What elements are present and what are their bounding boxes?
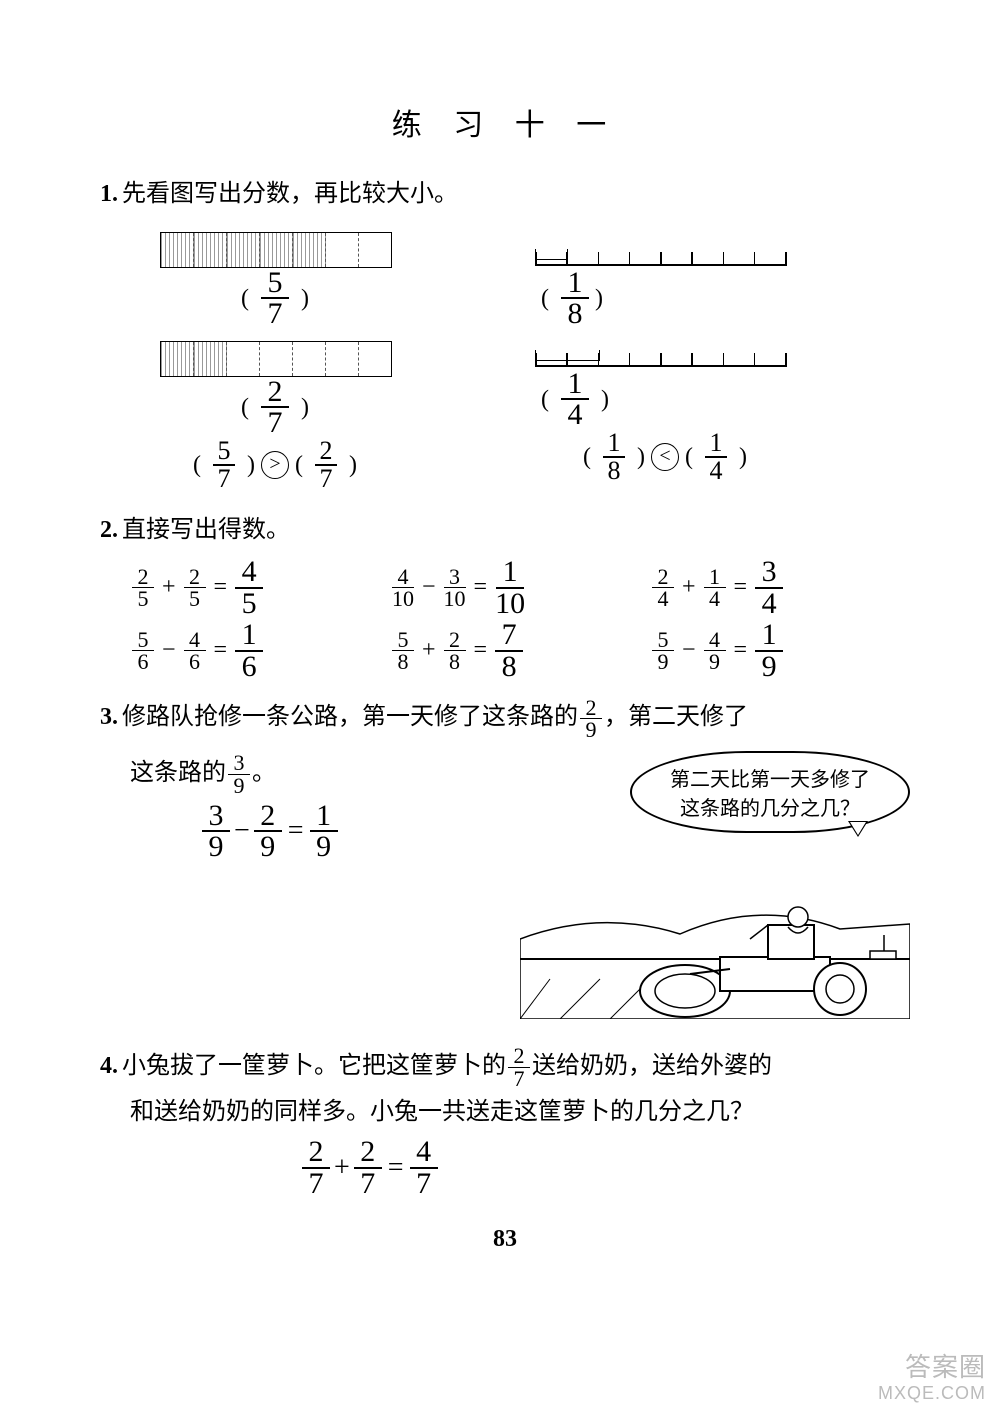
- q3-frac-2-9: 29: [580, 698, 602, 741]
- operand-a: 25: [132, 567, 154, 610]
- speech-bubble: 第二天比第一天多修了 这条路的几分之几？: [630, 751, 910, 833]
- page-title: 练 习 十 一: [100, 100, 910, 144]
- q4-answer: 27 + 27 = 47: [300, 1139, 910, 1196]
- question-3: 3.修路队抢修一条公路，第一天修了这条路的29，第二天修了: [100, 695, 910, 741]
- equals: =: [734, 637, 748, 664]
- operator: −: [682, 637, 696, 664]
- answer: 78: [495, 622, 523, 679]
- cmp-right-2-7: 27: [315, 440, 337, 490]
- cmp-left-1-8: 18: [603, 432, 625, 482]
- frac-1-8: 18: [561, 270, 589, 327]
- question-4: 4.小兔拔了一筐萝卜。它把这筐萝卜的27送给奶奶，送给外婆的: [100, 1044, 910, 1090]
- roadroller-illustration: [520, 839, 910, 1019]
- cmp-right-1-4: 14: [705, 432, 727, 482]
- frac-1-4: 14: [561, 371, 589, 428]
- answer: 45: [235, 559, 263, 616]
- q3-right: 第二天比第一天多修了 这条路的几分之几？: [520, 751, 910, 1024]
- q4-text-a: 小兔拔了一筐萝卜。它把这筐萝卜的: [122, 1053, 506, 1079]
- operator: −: [162, 637, 176, 664]
- operand-b: 46: [184, 630, 206, 673]
- frac-2-7: 27: [261, 379, 289, 436]
- bar-2-7: [160, 341, 392, 377]
- q3-number: 3.: [100, 704, 118, 730]
- bar-5-7: [160, 232, 392, 268]
- eq-cell: 58 +28 = 78: [390, 622, 650, 679]
- numberline-8: [535, 246, 785, 268]
- q1-number: 1.: [100, 181, 118, 207]
- eq-cell: 59−49 = 19: [650, 622, 910, 679]
- operand-b: 310: [444, 567, 466, 610]
- q2-text: 直接写出得数。: [122, 517, 290, 543]
- operand-b: 49: [704, 630, 726, 673]
- q3-text-b: ，第二天修了: [604, 704, 748, 730]
- frac-5-7: 57: [261, 270, 289, 327]
- q3-answer: 39 − 29 = 19: [200, 803, 520, 860]
- q2-number: 2.: [100, 517, 118, 543]
- equals: =: [474, 574, 488, 601]
- operand-b: 28: [444, 630, 466, 673]
- q4-text-b: 送给奶奶，送给外婆的: [532, 1053, 772, 1079]
- answer: 34: [755, 559, 783, 616]
- operand-a: 410: [392, 567, 414, 610]
- page-number: 83: [100, 1226, 910, 1253]
- speech-line1: 第二天比第一天多修了: [650, 763, 890, 792]
- q3-text-c: 这条路的: [130, 760, 226, 786]
- operand-a: 56: [132, 630, 154, 673]
- q4-frac-2-7: 27: [508, 1046, 530, 1089]
- q1-left: ( 57 ) ( 27 ) ( 57 ) > ( 27 ): [100, 232, 505, 490]
- q1-text: 先看图写出分数，再比较大小。: [122, 181, 458, 207]
- answer: 16: [235, 622, 263, 679]
- q4-line2: 和送给奶奶的同样多。小兔一共送走这筐萝卜的几分之几？: [100, 1090, 910, 1136]
- equals: =: [734, 574, 748, 601]
- paren: (: [241, 285, 255, 311]
- q4-number: 4.: [100, 1053, 118, 1079]
- compare-circle-gt: >: [261, 451, 289, 479]
- operator: −: [422, 574, 436, 601]
- operand-b: 25: [184, 567, 206, 610]
- q3-frac-3-9: 39: [228, 753, 250, 796]
- question-2: 2.直接写出得数。: [100, 508, 910, 554]
- q3-text-a: 修路队抢修一条公路，第一天修了这条路的: [122, 704, 578, 730]
- speech-line2: 这条路的几分之几？: [650, 792, 890, 821]
- q3-left: 这条路的39。 39 − 29 = 19: [100, 751, 520, 1024]
- operator: +: [162, 574, 176, 601]
- operator: +: [422, 637, 436, 664]
- equals: =: [474, 637, 488, 664]
- q3-text-d: 。: [252, 760, 276, 786]
- cmp-left-5-7: 57: [213, 440, 235, 490]
- operand-a: 24: [652, 567, 674, 610]
- eq-cell: 410−310 = 110: [390, 559, 650, 616]
- answer: 19: [755, 622, 783, 679]
- eq-cell: 56−46 = 16: [130, 622, 390, 679]
- answer: 110: [495, 559, 525, 616]
- equals: =: [214, 637, 228, 664]
- q1-right: ( 18 ) ( 14 ) ( 18 ) < ( 14: [505, 232, 910, 490]
- numberline-8b: [535, 347, 785, 369]
- eq-row: 25 +25 = 45 410−310 = 110 24 +14 = 34: [130, 559, 910, 616]
- eq-cell: 25 +25 = 45: [130, 559, 390, 616]
- eq-row: 56−46=1658+28=7859−49=19: [130, 622, 910, 679]
- operator: +: [682, 574, 696, 601]
- watermark: 答案圈 MXQE.COM: [878, 1352, 986, 1405]
- question-1: 1.先看图写出分数，再比较大小。: [100, 172, 910, 218]
- eq-cell: 24 +14 = 34: [650, 559, 910, 616]
- operand-b: 14: [704, 567, 726, 610]
- operand-a: 59: [652, 630, 674, 673]
- equals: =: [214, 574, 228, 601]
- compare-circle-lt: <: [651, 443, 679, 471]
- operand-a: 58: [392, 630, 414, 673]
